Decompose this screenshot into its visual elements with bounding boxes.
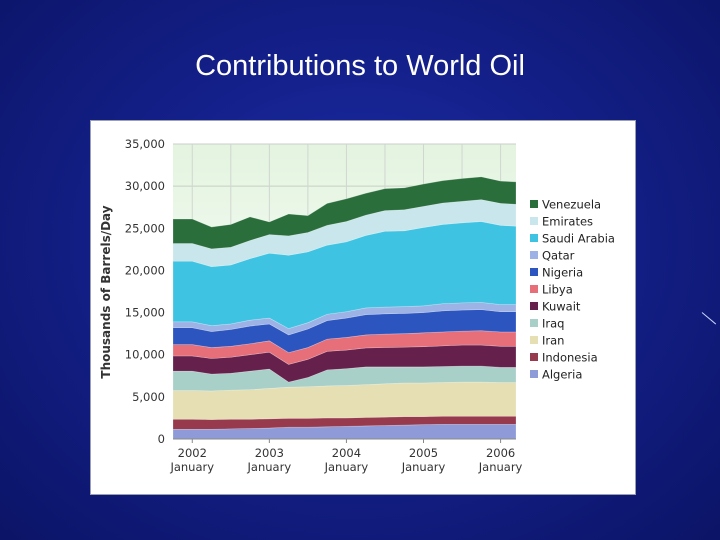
stacked-area-chart: 0 5,000 10,000 15,000 20,000 25,000 30,000 35,0…: [99, 137, 615, 474]
legend-label-venezuela: Venezuela: [542, 198, 601, 212]
x-tick-label-month: January: [247, 460, 292, 474]
axis-layer: 0 5,000 10,000 15,000 20,000 25,000 30,000 35,0…: [125, 137, 523, 474]
x-tick-label-month: January: [169, 460, 214, 474]
legend-swatch-qatar: [530, 251, 538, 259]
area-venezuela: [172, 176, 517, 250]
x-tick-label-month: January: [401, 460, 446, 474]
legend-swatch-emirates: [530, 217, 538, 225]
legend-swatch-libya: [530, 285, 538, 293]
y-tick-label: 20,000: [125, 263, 165, 277]
legend-label-kuwait: Kuwait: [542, 300, 581, 314]
legend-label-libya: Libya: [542, 283, 573, 297]
legend-swatch-saudi-arabia: [530, 234, 538, 242]
legend-swatch-kuwait: [530, 302, 538, 310]
y-tick-label: 35,000: [125, 137, 165, 151]
legend-swatch-iraq: [530, 319, 538, 327]
legend-label-indonesia: Indonesia: [542, 351, 598, 365]
x-tick-label-year: 2003: [255, 446, 284, 460]
legend-label-iran: Iran: [542, 334, 564, 348]
x-tick-label-year: 2002: [178, 446, 207, 460]
chart-frame: 0 5,000 10,000 15,000 20,000 25,000 30,000 35,0…: [90, 120, 636, 495]
x-tick-label-year: 2005: [409, 446, 438, 460]
y-tick-label: 10,000: [125, 348, 165, 362]
legend-label-iraq: Iraq: [542, 317, 564, 331]
slide-title: Contributions to World Oil: [195, 50, 525, 82]
y-axis-title: Thousands of Barrels/Day: [99, 205, 113, 378]
area-layer: [172, 176, 517, 440]
area-saudi-arabia: [172, 221, 517, 329]
legend-label-emirates: Emirates: [542, 215, 593, 229]
x-tick-label-month: January: [324, 460, 369, 474]
legend-label-qatar: Qatar: [542, 249, 575, 263]
legend-label-algeria: Algeria: [542, 368, 582, 382]
legend-swatch-iran: [530, 336, 538, 344]
legend-swatch-indonesia: [530, 353, 538, 361]
x-tick-label-month: January: [478, 460, 523, 474]
x-tick-label-year: 2004: [332, 446, 361, 460]
x-tick-label-year: 2006: [486, 446, 515, 460]
area-qatar: [172, 302, 517, 336]
legend-label-saudi-arabia: Saudi Arabia: [542, 232, 615, 246]
decorative-line: [701, 312, 717, 325]
y-tick-label: 0: [158, 432, 165, 446]
y-tick-label: 25,000: [125, 221, 165, 235]
y-tick-label: 15,000: [125, 306, 165, 320]
legend-label-nigeria: Nigeria: [542, 266, 583, 280]
y-tick-label: 5,000: [132, 390, 165, 404]
legend-swatch-algeria: [530, 370, 538, 378]
legend-swatch-nigeria: [530, 268, 538, 276]
y-tick-label: 30,000: [125, 179, 165, 193]
legend: Venezuela Emirates Saudi Arabia Qatar Nigeri…: [530, 198, 615, 382]
legend-swatch-venezuela: [530, 200, 538, 208]
